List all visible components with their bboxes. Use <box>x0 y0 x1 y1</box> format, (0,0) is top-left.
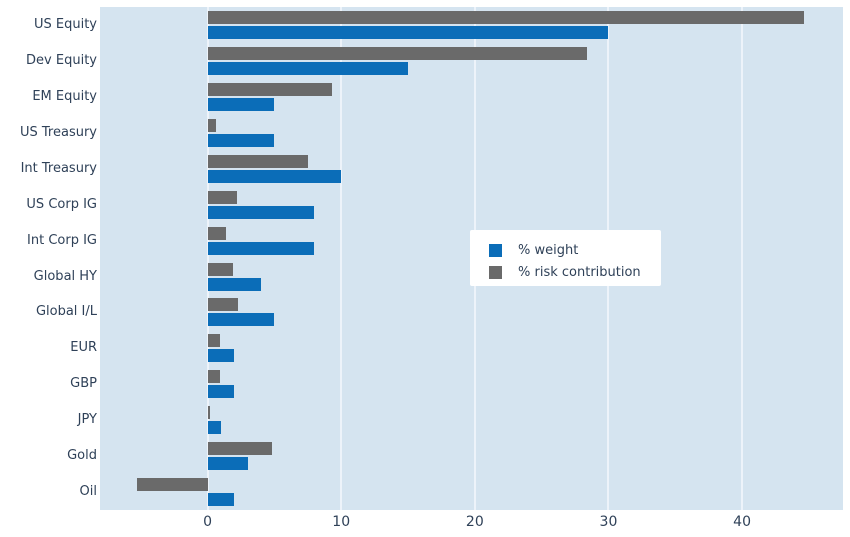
weight-bar <box>207 97 275 111</box>
gridline <box>206 7 209 510</box>
legend: % weight % risk contribution <box>470 230 661 286</box>
y-tick-label: US Equity <box>33 17 97 32</box>
risk-contribution-bar <box>207 334 220 348</box>
risk-contribution-bar <box>207 442 273 456</box>
y-tick-label: Gold <box>67 448 97 464</box>
risk-contribution-bar <box>207 11 804 24</box>
y-tick-label: Oil <box>79 484 97 500</box>
x-tick-label: 20 <box>465 514 484 530</box>
y-tick-label: GBP <box>70 376 97 392</box>
y-tick-label: EUR <box>70 340 97 356</box>
risk-contribution-color-swatch <box>489 265 502 279</box>
risk-contribution-bar <box>207 46 588 60</box>
y-tick-label: Global HY <box>33 268 97 284</box>
y-tick-label: JPY <box>77 412 97 428</box>
plot-area <box>100 7 843 510</box>
risk-contribution-bar <box>207 82 332 96</box>
legend-item-weight: % weight <box>489 242 579 258</box>
legend-label-risk-contribution: % risk contribution <box>518 264 641 280</box>
risk-contribution-bar <box>207 406 210 420</box>
weight-color-swatch <box>489 243 502 257</box>
weight-bar <box>207 169 342 183</box>
risk-contribution-bar <box>207 226 227 240</box>
risk-contribution-bar <box>207 370 220 384</box>
legend-item-risk-contribution: % risk contribution <box>489 264 641 280</box>
weight-bar <box>207 133 275 147</box>
y-tick-label: US Corp IG <box>26 196 97 212</box>
weight-bar <box>207 493 235 507</box>
weight-bar <box>207 313 275 327</box>
x-tick-label: 10 <box>332 514 351 530</box>
weight-bar <box>207 349 235 363</box>
risk-contribution-bar <box>207 190 237 204</box>
legend-label-weight: % weight <box>518 242 579 258</box>
risk-contribution-bar <box>207 298 239 312</box>
gridline <box>340 7 343 510</box>
risk-contribution-bar <box>207 262 233 276</box>
y-tick-label: US Treasury <box>19 124 97 140</box>
gridline <box>741 7 744 510</box>
x-tick-label: 0 <box>203 514 213 530</box>
y-tick-label: Int Treasury <box>20 160 97 176</box>
x-tick-label: 30 <box>599 514 618 530</box>
x-tick-label: 40 <box>733 514 751 530</box>
weight-bar <box>207 241 315 255</box>
weight-bar <box>207 26 609 39</box>
weight-bar <box>207 205 315 219</box>
y-tick-label: Global I/L <box>35 304 97 320</box>
weight-bar <box>207 277 262 291</box>
y-tick-label: Int Corp IG <box>27 232 97 248</box>
weight-bar <box>207 61 408 75</box>
weight-bar <box>207 421 221 435</box>
weight-bar <box>207 457 248 471</box>
y-tick-label: EM Equity <box>32 88 97 104</box>
risk-contribution-bar <box>136 478 208 492</box>
risk-contribution-bar <box>207 118 216 132</box>
risk-contribution-bar <box>207 154 308 168</box>
y-tick-label: Dev Equity <box>26 52 97 68</box>
weight-bar <box>207 385 235 399</box>
